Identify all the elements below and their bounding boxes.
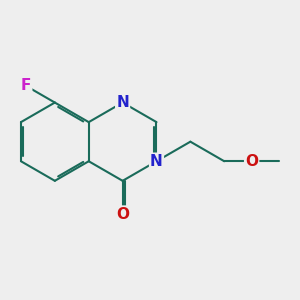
Text: N: N (150, 154, 163, 169)
Text: N: N (116, 95, 129, 110)
Text: O: O (116, 207, 129, 222)
Text: F: F (21, 78, 31, 93)
Text: O: O (245, 154, 258, 169)
